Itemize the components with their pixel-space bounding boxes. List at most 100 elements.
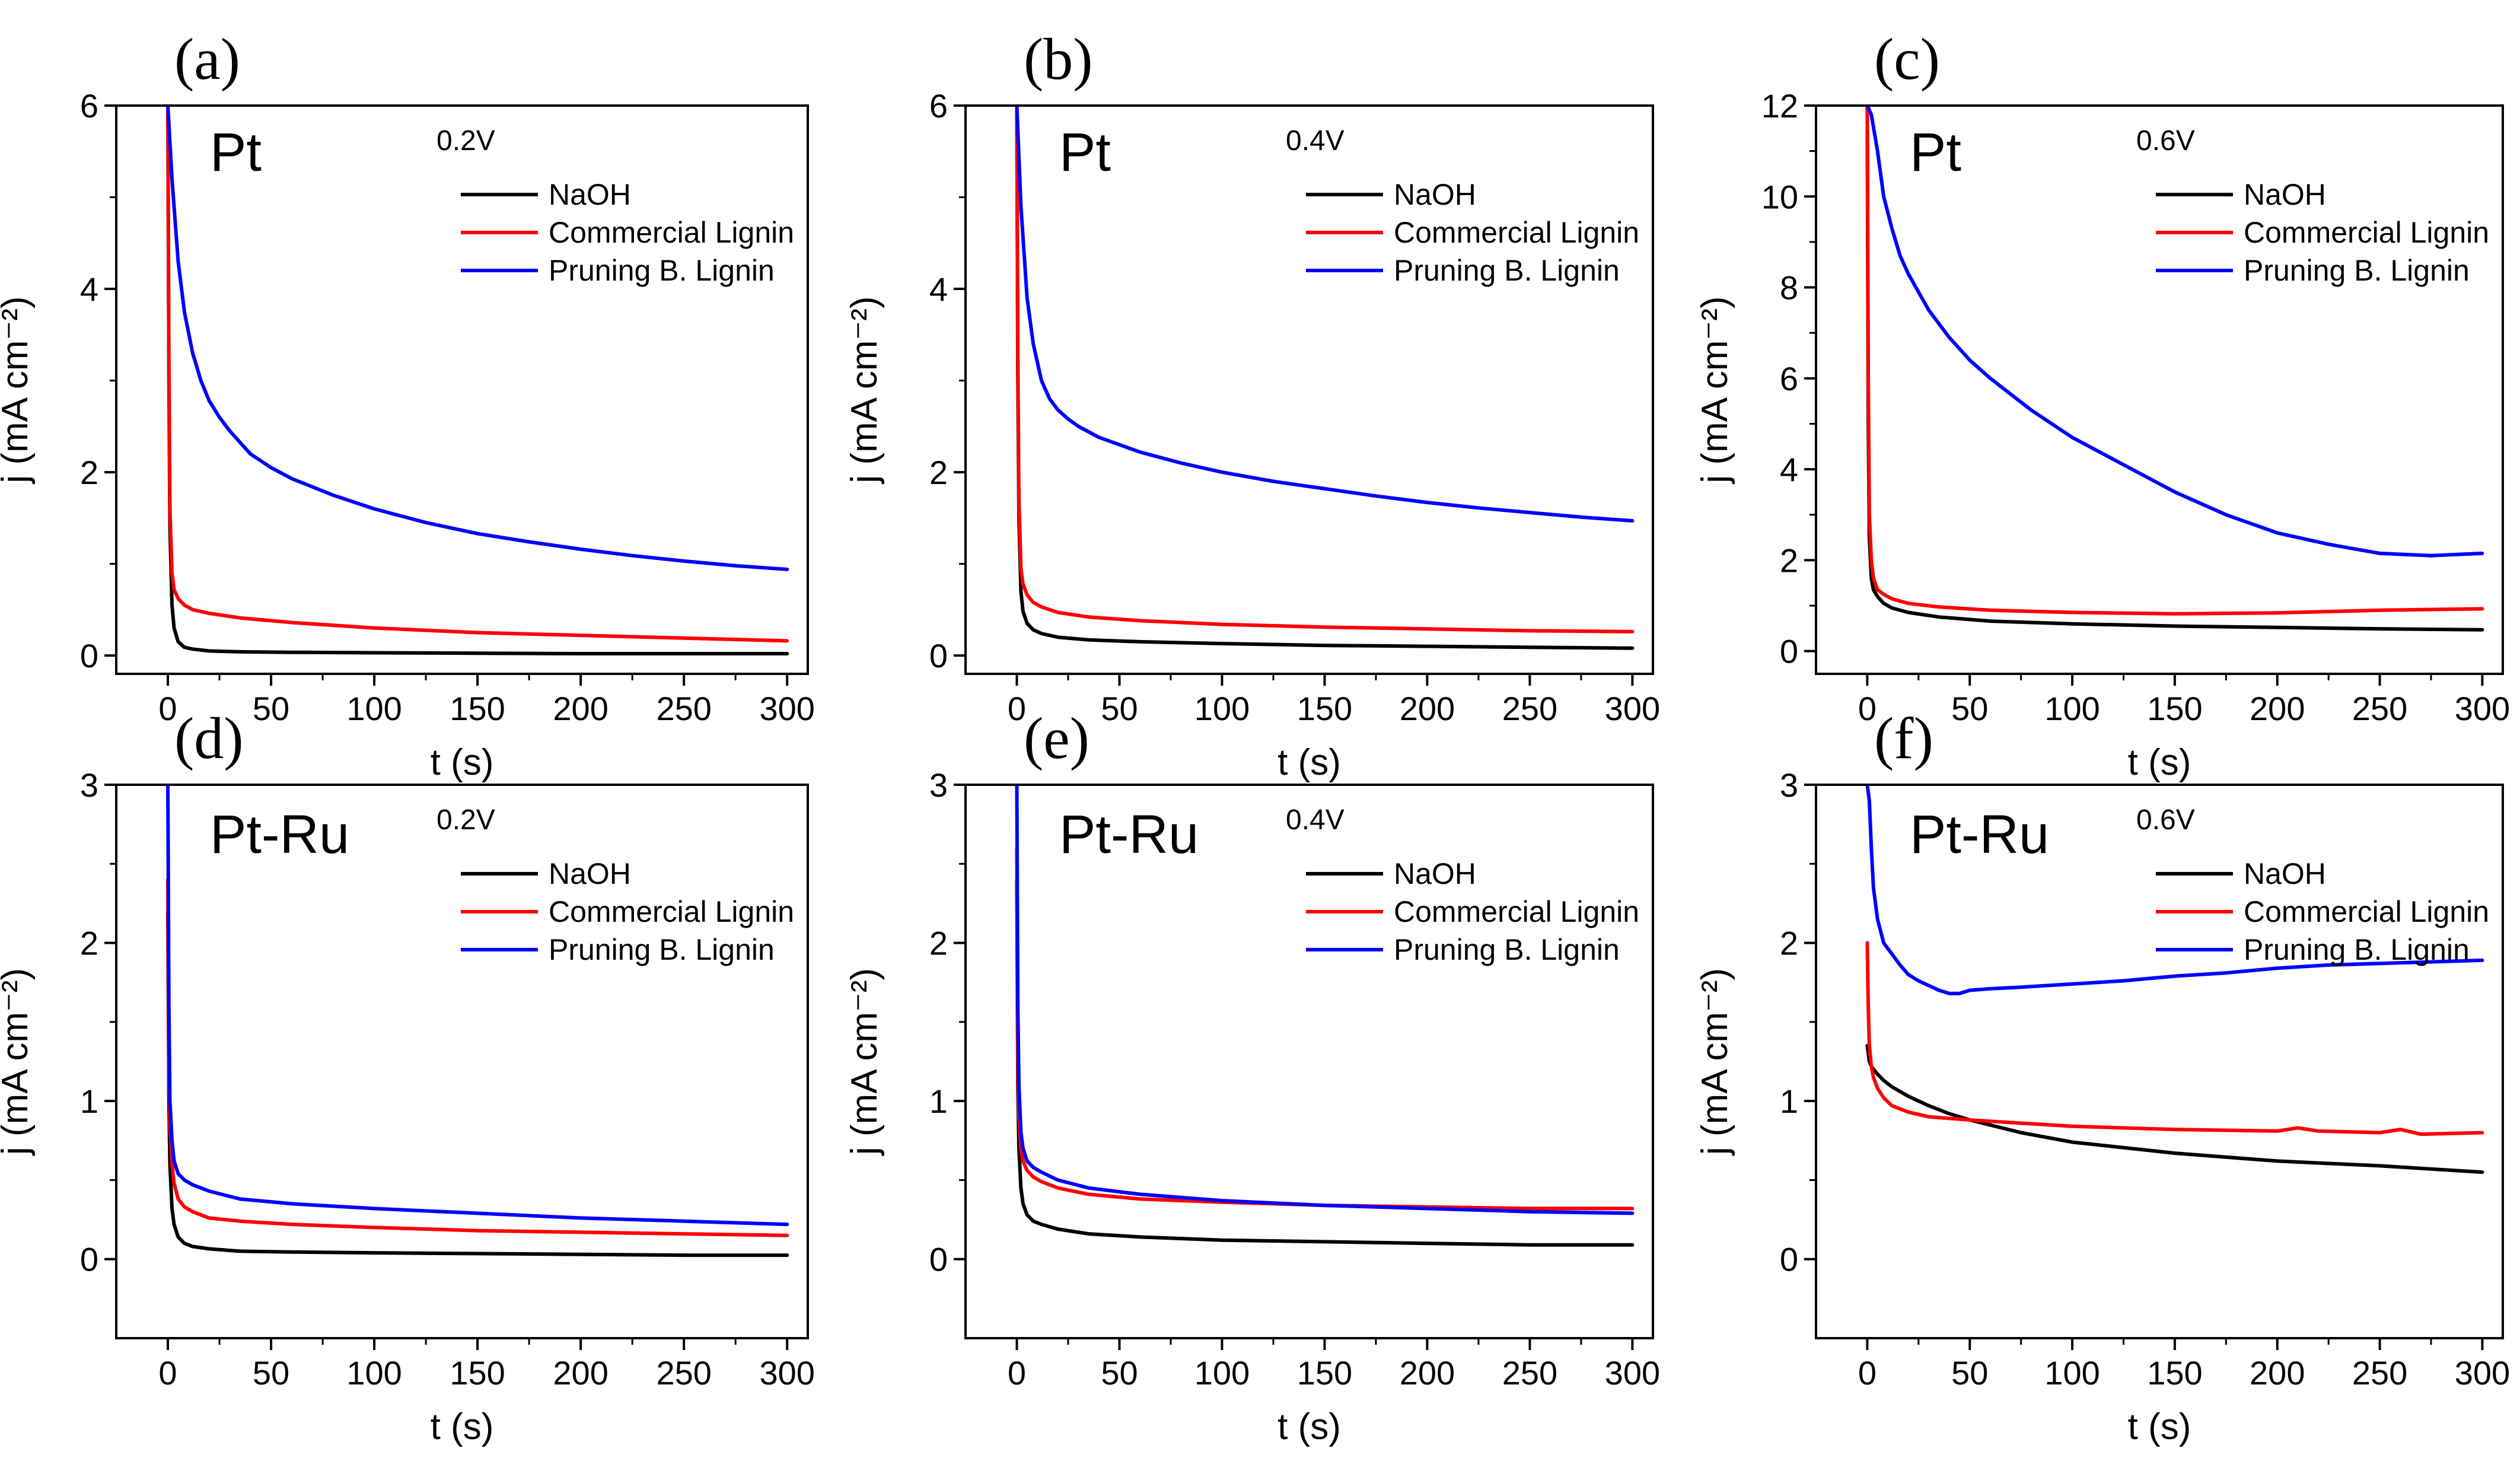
x-tick-label: 300 [1605,690,1660,727]
x-tick-label: 150 [2147,690,2202,727]
y-tick-label: 0 [929,1241,948,1278]
legend-label: Pruning B. Lignin [549,933,775,966]
material-label: Pt [210,122,262,183]
x-tick-label: 250 [656,690,711,727]
x-tick-label: 100 [1194,1354,1250,1392]
legend-label: Commercial Lignin [2244,216,2489,249]
y-axis-label: j (mA cm⁻²) [1694,296,1735,484]
y-tick-label: 3 [1780,766,1798,804]
legend-label: NaOH [1394,857,1476,890]
legend: NaOH Commercial Lignin Pruning B. Lignin [461,178,794,287]
x-tick-label: 200 [553,1354,608,1392]
series-line [166,106,789,655]
legend-label: NaOH [2244,178,2326,211]
y-tick-label: 2 [929,454,948,491]
y-tick-label: 4 [929,270,948,308]
x-tick-label: 50 [1101,690,1138,727]
x-tick-label: 200 [553,690,608,727]
x-tick-label: 100 [346,1354,402,1392]
series-line [1865,1043,2484,1174]
legend-label: Commercial Lignin [1394,895,1639,928]
x-tick-label: 200 [2250,690,2305,727]
x-tick-label: 50 [253,690,289,727]
legend-label: Commercial Lignin [549,216,794,249]
x-tick-label: 300 [2455,1354,2510,1392]
legend-label: Pruning B. Lignin [549,254,775,287]
x-tick-label: 250 [656,1354,711,1392]
x-axis-label: t (s) [431,742,494,783]
series-line [1865,785,2484,995]
x-tick-label: 150 [450,690,505,727]
potential-label: 0.6V [2136,804,2195,836]
y-tick-label: 2 [929,925,948,962]
y-axis-label: j (mA cm⁻²) [844,296,885,484]
chart-panel: 0 50 100 150 200 250 300 0 2 4 6 8 10 12 t (s) j (mA cm… [1694,26,2510,783]
material-label: Pt-Ru [1910,804,2049,865]
series-group [1015,785,1635,1247]
chart-panel: 0 50 100 150 200 250 300 0 1 2 3 t (s) j (mA cm⁻²) (d… [0,705,815,1447]
series-line [166,909,789,1258]
x-tick-label: 300 [759,1354,814,1392]
potential-label: 0.4V [1286,125,1345,157]
legend: NaOH Commercial Lignin Pruning B. Lignin [1306,857,1639,966]
x-axis-label: t (s) [2128,1406,2191,1447]
x-axis-label: t (s) [1277,742,1341,783]
panel-label: (d) [174,705,244,771]
material-label: Pt [1910,122,1961,183]
legend-label: Pruning B. Lignin [2244,254,2470,287]
y-axis-label: j (mA cm⁻²) [1694,968,1735,1156]
panel-label: (a) [174,26,240,92]
series-line [1015,877,1635,1247]
series-line [166,785,789,1227]
y-tick-label: 2 [80,925,98,962]
y-tick-label: 0 [80,637,98,674]
x-tick-label: 150 [1297,690,1352,727]
x-tick-label: 250 [2352,690,2407,727]
potential-label: 0.2V [437,125,495,157]
x-axis-label: t (s) [431,1406,494,1447]
x-tick-label: 300 [1605,1354,1660,1392]
series-line [1015,785,1635,1215]
potential-label: 0.6V [2136,125,2195,157]
panel-label: (b) [1024,26,1093,92]
chart-panel: 0 50 100 150 200 250 300 0 2 4 6 t (s) j (mA cm⁻²) (b… [844,26,1660,783]
y-tick-label: 0 [80,1241,98,1278]
plot-frame [115,104,809,675]
material-label: Pt [1059,122,1111,183]
series-group [166,106,789,655]
chart-panel: 0 50 100 150 200 250 300 0 1 2 3 t (s) j (mA cm⁻²) (e… [844,705,1660,1447]
plot-frame [1815,104,2504,675]
x-tick-label: 100 [346,690,402,727]
material-label: Pt-Ru [1059,804,1199,865]
legend-label: Pruning B. Lignin [1394,254,1620,287]
x-tick-label: 250 [2352,1354,2407,1392]
x-tick-label: 0 [158,690,177,727]
x-tick-label: 100 [2044,1354,2100,1392]
legend-label: Pruning B. Lignin [2244,933,2470,966]
legend: NaOH Commercial Lignin Pruning B. Lignin [2156,178,2489,287]
y-tick-label: 0 [929,637,948,674]
x-tick-label: 50 [1101,1354,1138,1392]
y-tick-label: 12 [1761,87,1798,125]
x-tick-label: 300 [2455,690,2510,727]
x-tick-label: 0 [1008,690,1026,727]
x-tick-label: 150 [1297,1354,1352,1392]
x-axis-label: t (s) [2128,742,2191,783]
y-tick-label: 1 [929,1083,948,1120]
y-tick-label: 1 [80,1083,98,1120]
series-line [1865,106,2484,632]
y-tick-label: 3 [929,766,948,804]
series-line [1015,106,1635,523]
x-tick-label: 100 [2044,690,2100,727]
x-tick-label: 200 [2250,1354,2305,1392]
panel-label: (f) [1874,705,1933,771]
chart-panel: 0 50 100 150 200 250 300 0 1 2 3 t (s) j (mA cm⁻²) (f… [1694,705,2510,1447]
x-axis-label: t (s) [1277,1406,1341,1447]
legend-label: NaOH [549,178,631,211]
legend: NaOH Commercial Lignin Pruning B. Lignin [2156,857,2489,966]
y-tick-label: 4 [80,270,98,308]
plot-frame [115,784,809,1339]
y-tick-label: 4 [1780,451,1798,488]
x-tick-label: 0 [1008,1354,1026,1392]
